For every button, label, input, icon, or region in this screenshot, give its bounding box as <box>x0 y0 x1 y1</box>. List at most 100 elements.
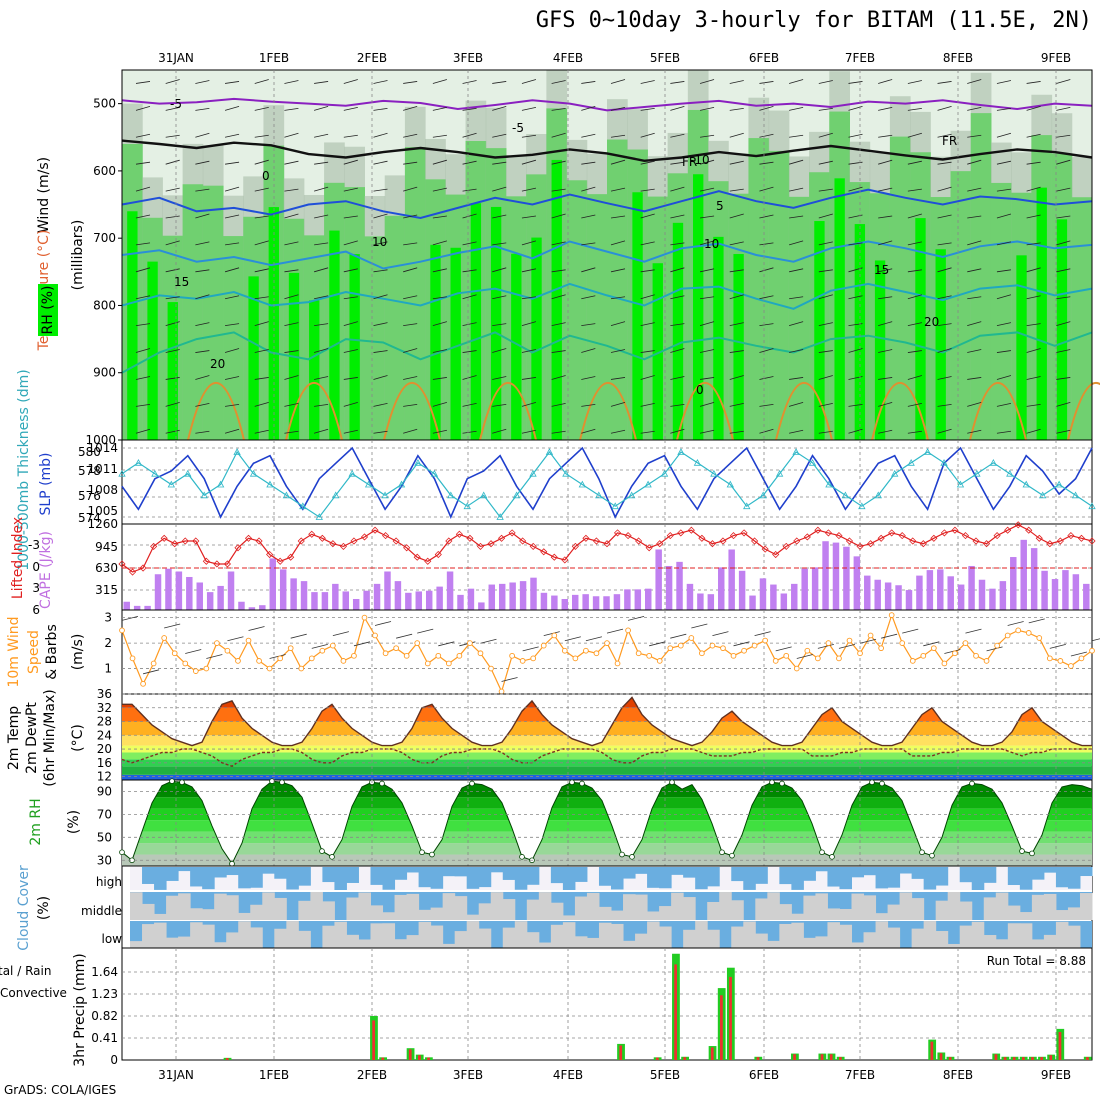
cape-bar-50 <box>645 588 652 610</box>
precip-run-total: Run Total = 8.88 <box>987 954 1086 968</box>
wind-barb-427 <box>1026 267 1041 273</box>
wind-barb-421 <box>1026 105 1041 111</box>
wind10-tick-1: 2 <box>104 636 112 650</box>
wind-barb-101 <box>343 159 358 165</box>
cloud-cell-0-22 <box>394 867 408 880</box>
wind-barb-33 <box>195 213 210 219</box>
wind-barb-116 <box>373 188 388 192</box>
cloud-cell-1-77 <box>1055 910 1069 920</box>
cape-tick-3: 315 <box>95 583 118 597</box>
hot-contour-2 <box>383 381 441 441</box>
cape-bar-41 <box>551 595 558 610</box>
cloud-cell-2-29 <box>478 928 492 948</box>
wind-barb-333 <box>818 375 833 380</box>
wind-barb-196 <box>551 80 566 84</box>
rh2m-point-46 <box>579 780 585 787</box>
wind10-barb-82 <box>986 646 1003 652</box>
wind-barb-426 <box>1026 242 1041 246</box>
cloud-cell-2-62 <box>875 921 889 948</box>
wind-barb-44 <box>224 133 240 138</box>
cloud-cell-2-71 <box>983 935 997 948</box>
cloud-cell-0-24 <box>418 867 432 888</box>
pressure-axis-title-part-0: (millibars) <box>70 220 86 291</box>
isotherm-label-3: 5 <box>716 199 724 213</box>
li-point-21 <box>339 542 347 550</box>
wind-barb-103 <box>343 215 358 219</box>
li-point-5 <box>171 540 179 548</box>
wind10-point-69 <box>846 637 853 644</box>
cape-bar-57 <box>718 567 725 610</box>
wind-barb-83 <box>284 430 299 434</box>
cape-bar-92 <box>1083 583 1090 610</box>
cape-bar-53 <box>676 561 683 610</box>
wind-barb-263 <box>670 376 685 380</box>
wind-barb-435 <box>1056 106 1071 111</box>
wind-barb-264 <box>670 403 685 407</box>
wind-barb-441 <box>1056 268 1071 273</box>
thickness-point-40 <box>775 469 784 477</box>
wind-barb-53 <box>224 376 240 380</box>
cloud-cell-1-1 <box>142 903 155 920</box>
cloud-cell-1-12 <box>274 897 287 920</box>
li-point-55 <box>698 534 706 542</box>
wind10-point-72 <box>878 645 884 652</box>
cloud-axis-unit: (%) <box>36 896 52 920</box>
wind-barb-109 <box>343 377 358 380</box>
temp-axis-title-a: 2m Temp <box>6 706 22 770</box>
wind-barb-258 <box>670 242 685 246</box>
li-point-65 <box>803 533 811 541</box>
wind10-barb-12 <box>248 626 265 631</box>
cloud-cell-2-78 <box>1067 925 1081 948</box>
rh-band-dark-25 <box>632 192 643 440</box>
wind-barb-380 <box>937 133 952 138</box>
wind-barb-355 <box>878 215 893 219</box>
thickness-point-0 <box>118 469 126 477</box>
wind-barb-102 <box>343 187 358 192</box>
wind-barb-402 <box>967 349 982 353</box>
cloud-cell-0-20 <box>370 867 384 885</box>
cape-bar-65 <box>801 568 808 610</box>
wind-barb-267 <box>699 106 715 111</box>
rh-band-mid-5 <box>223 236 244 440</box>
wind-barb-409 <box>996 160 1012 165</box>
cloud-cell-1-31 <box>502 899 516 920</box>
thickness-point-42 <box>808 458 817 466</box>
cape-bar-82 <box>978 579 986 610</box>
cloud-cell-2-72 <box>995 939 1009 948</box>
wind10-barb-66 <box>817 643 834 649</box>
wind-barb-23 <box>165 321 180 327</box>
wind-barb-373 <box>907 322 922 327</box>
cloud-cell-0-32 <box>514 867 528 890</box>
wind-barb-199 <box>551 160 566 165</box>
cloud-cell-0-58 <box>827 867 840 887</box>
wind-barb-314 <box>789 240 804 246</box>
cape-bar-49 <box>634 589 642 610</box>
li-point-48 <box>624 532 632 540</box>
wind-barb-22 <box>165 296 180 300</box>
thickness-point-35 <box>693 458 702 466</box>
cape-bar-25 <box>384 571 391 610</box>
precip-conv-bar-95 <box>994 1054 998 1060</box>
cape-bar-63 <box>780 593 788 610</box>
li-point-33 <box>466 534 474 542</box>
thickness-point-47 <box>891 469 899 477</box>
wind-barb-145 <box>432 215 447 219</box>
cloud-cell-2-48 <box>707 929 720 948</box>
wind-barb-144 <box>432 187 447 192</box>
cloud-cell-2-60 <box>851 942 865 948</box>
thickness-point-51 <box>956 480 965 488</box>
precip-conv-bar-76 <box>820 1054 824 1060</box>
wind-barb-321 <box>789 429 804 434</box>
cloud-axis-title-part-0: Cloud Cover <box>16 865 32 951</box>
wind-barb-69 <box>254 429 269 434</box>
li-point-13 <box>255 537 263 545</box>
thickness-point-44 <box>841 491 850 499</box>
wind10-barb-88 <box>1049 643 1066 649</box>
cloud-cell-2-7 <box>214 942 227 948</box>
cape-bar-38 <box>519 581 527 610</box>
wind10-point-47 <box>614 660 621 667</box>
wind-barb-261 <box>670 323 685 327</box>
wind-barb-330 <box>818 294 833 300</box>
wind-barb-113 <box>373 107 388 111</box>
cloud-cell-2-46 <box>683 929 696 948</box>
